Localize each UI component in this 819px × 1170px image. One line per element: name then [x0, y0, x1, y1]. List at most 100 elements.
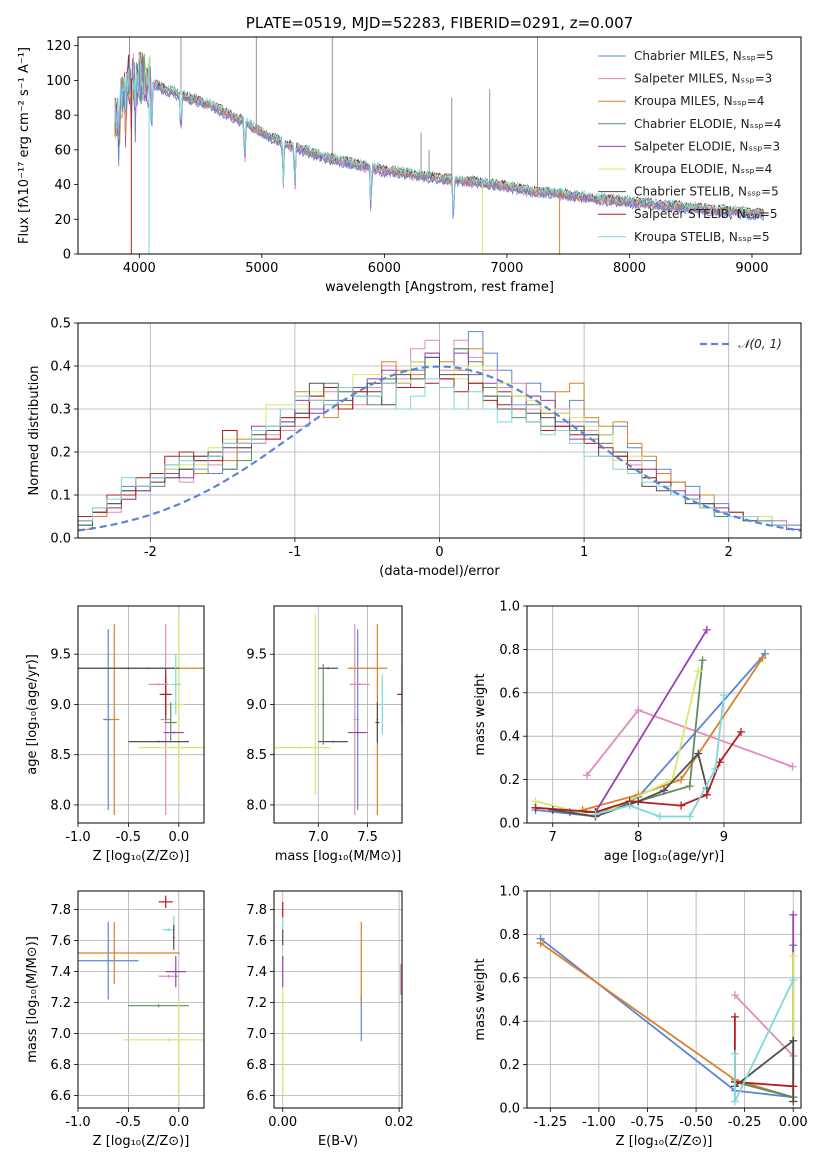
residuals-panel: -2 -1 0 1 2 0.0 0.1 0.2 0.3 0.4 0.5 (data-model)/er… [27, 317, 802, 579]
z-weight-point-marker [730, 991, 739, 1000]
z-weight-point-marker [789, 975, 798, 984]
z-mass-ytick-label: 6.6 [50, 1089, 71, 1104]
z-weight-ytick-label: 0.4 [499, 1015, 520, 1030]
z-weight-xtick-label: -0.25 [728, 1115, 762, 1130]
residuals-ytick-label: 0.0 [50, 532, 71, 547]
age-weight-ytick-label: 0.2 [499, 773, 520, 788]
z-age-frame [77, 605, 205, 824]
normal-distribution-curve [78, 365, 801, 532]
spectrum-legend-label: Salpeter ELODIE, Nₛₛₚ=3 [634, 139, 780, 153]
z-weight-xtick-label: 0.00 [779, 1115, 808, 1130]
age-weight-point-marker [711, 764, 720, 773]
z-weight-point-marker [730, 1097, 739, 1106]
age-weight-ytick-label: 0.6 [499, 686, 520, 701]
spectrum-legend-label: Salpeter STELIB, Nₛₛₚ=5 [634, 207, 778, 221]
z-age-ytick-label: 9.5 [50, 648, 71, 663]
z-age-xlabel: Z [log₁₀(Z/Z⊙)] [93, 849, 190, 864]
z-mass-panel: -1.0 -0.5 0.0 6.6 6.8 7.0 7.2 7.4 7.6 7.8 Z [log₁₀… [25, 890, 205, 1149]
age-weight-point-marker [625, 801, 634, 810]
z-weight-series-line [540, 937, 794, 1099]
age-weight-point-marker [660, 786, 668, 795]
ebv-mass-ytick-label: 7.8 [246, 903, 267, 918]
residuals-ytick-label: 0.1 [50, 489, 71, 504]
mass-age-xtick-label: 7.5 [357, 830, 378, 845]
spectrum-legend-label: Kroupa STELIB, Nₛₛₚ=5 [634, 230, 770, 244]
z-weight-point-marker [789, 910, 798, 919]
ebv-mass-ytick-label: 7.2 [246, 996, 267, 1011]
z-weight-ytick-label: 0.0 [499, 1102, 520, 1117]
spectrum-xtick-label: 4000 [123, 261, 156, 276]
residuals-xtick-label: 2 [725, 545, 733, 560]
z-age-ytick-label: 8.5 [50, 748, 71, 763]
age-weight-ytick-label: 0.8 [499, 643, 520, 658]
spectrum-frame [77, 36, 802, 255]
age-weight-point-marker [788, 762, 797, 771]
age-weight-xtick-label: 9 [720, 830, 728, 845]
z-weight-ytick-label: 0.2 [499, 1058, 520, 1073]
z-mass-xlabel: Z [log₁₀(Z/Z⊙)] [93, 1134, 190, 1149]
age-weight-plot-area [531, 625, 797, 821]
residuals-frame [77, 322, 802, 539]
z-weight-xtick-label: -0.75 [631, 1115, 665, 1130]
z-weight-ytick-label: 1.0 [499, 885, 520, 900]
age-weight-series-line [535, 670, 700, 818]
z-weight-series-line [734, 994, 794, 1057]
spectrum-legend-label: Chabrier MILES, Nₛₛₚ=5 [634, 49, 774, 63]
spectrum-ytick-label: 120 [46, 39, 71, 54]
age-weight-point-marker [677, 801, 686, 810]
age-weight-point-marker [702, 625, 711, 634]
spectrum-panel: 4000 5000 6000 7000 8000 9000 0 20 40 60 80 100 120 w… [17, 14, 802, 295]
age-weight-point-marker [702, 790, 711, 799]
z-mass-ytick-label: 6.8 [50, 1058, 71, 1073]
z-weight-frame [526, 890, 802, 1109]
spectrum-ytick-label: 80 [54, 109, 71, 124]
z-mass-ytick-label: 7.2 [50, 996, 71, 1011]
spectrum-ytick-label: 100 [46, 74, 71, 89]
z-weight-point-marker [789, 1036, 798, 1045]
ebv-mass-ytick-label: 7.4 [246, 965, 267, 980]
spectrum-ylabel: Flux [fλ10⁻¹⁷ erg cm⁻² s⁻¹ A⁻¹] [17, 47, 32, 244]
age-weight-point-marker [694, 749, 703, 758]
spectrum-series-line [114, 53, 765, 219]
z-age-panel: -1.0 -0.5 0.0 8.0 8.5 9.0 9.5 Z [log₁₀(Z/Z⊙)] ag… [25, 605, 205, 864]
z-mass-ytick-label: 7.8 [50, 903, 71, 918]
z-age-xtick-label: -0.5 [116, 830, 141, 845]
residual-histogram-series [78, 378, 801, 526]
age-weight-point-marker [531, 803, 540, 812]
spectrum-xtick-label: 8000 [613, 261, 646, 276]
spectrum-xtick-label: 5000 [245, 261, 278, 276]
age-weight-point-marker [685, 812, 694, 821]
spectrum-ytick-label: 20 [54, 213, 71, 228]
z-weight-point-marker [730, 1012, 739, 1021]
z-age-ylabel: age [log₁₀(age/yr)] [25, 654, 40, 775]
age-weight-ylabel: mass weight [473, 673, 488, 755]
spectrum-xtick-label: 6000 [368, 261, 401, 276]
age-weight-xlabel: age [log₁₀(age/yr)] [604, 849, 725, 864]
age-weight-point-marker [737, 727, 746, 736]
mass-age-ytick-label: 9.5 [246, 648, 267, 663]
age-weight-ytick-label: 0.0 [499, 817, 520, 832]
residuals-xlabel: (data-model)/error [379, 564, 500, 579]
mass-age-xtick-label: 7.0 [308, 830, 329, 845]
residuals-plot-area [78, 331, 801, 532]
z-age-xtick-label: -1.0 [65, 830, 90, 845]
age-weight-ytick-label: 0.4 [499, 730, 520, 745]
age-weight-point-marker [634, 706, 643, 715]
ebv-mass-panel: 0.00 0.02 6.6 6.8 7.0 7.2 7.4 7.6 7.8 E(B-V) [246, 890, 414, 1149]
z-weight-series-line [734, 1016, 794, 1088]
z-mass-ytick-label: 7.0 [50, 1027, 71, 1042]
age-weight-series-line [535, 653, 766, 818]
age-weight-point-marker [582, 771, 591, 780]
age-weight-ytick-label: 1.0 [499, 600, 520, 615]
mass-age-frame [273, 605, 403, 824]
age-weight-frame [526, 605, 802, 824]
z-weight-point-marker [789, 1097, 798, 1106]
age-weight-point-marker [698, 656, 707, 665]
z-weight-point-marker [730, 1049, 739, 1058]
ebv-mass-frame [273, 890, 403, 1109]
z-mass-xtick-label: 0.0 [168, 1115, 189, 1130]
ebv-mass-ytick-label: 6.8 [246, 1058, 267, 1073]
age-weight-point-marker [655, 812, 664, 821]
mass-age-plot-area [274, 614, 402, 815]
